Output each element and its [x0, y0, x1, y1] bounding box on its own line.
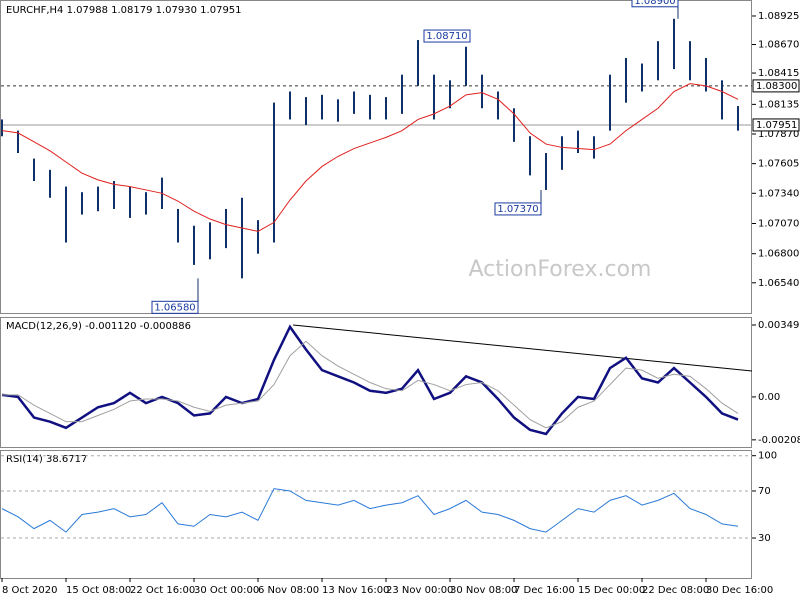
x-tick-label: 13 Nov 16:00: [322, 585, 389, 596]
macd-title: MACD(12,26,9) -0.001120 -0.000886: [6, 321, 191, 332]
y-tick-label: 1.08135: [758, 99, 799, 110]
indicator-line: [1, 488, 739, 533]
price-level-box: [752, 118, 800, 132]
x-tick-label: 6 Nov 08:00: [258, 585, 319, 596]
price-level-box: [752, 79, 800, 93]
rsi-panel: [0, 450, 752, 579]
annotation-label: 1.08710: [426, 31, 467, 42]
annotation-box: [494, 202, 542, 216]
y-tick-label: 1.07070: [758, 219, 799, 230]
annotation-box: [631, 0, 679, 8]
price-panel: [0, 0, 752, 314]
y-tick-label: 100: [758, 451, 777, 462]
annotation-label: 1.07370: [497, 204, 538, 215]
x-tick-label: 22 Dec 08:00: [642, 585, 709, 596]
price-level-label: 1.07951: [756, 120, 797, 131]
moving-average: [1, 83, 739, 232]
annotation-box: [423, 29, 471, 43]
y-tick-label: 0.00349: [758, 320, 799, 331]
price-title: EURCHF,H4 1.07988 1.08179 1.07930 1.0795…: [6, 5, 242, 16]
x-tick-label: 15 Oct 08:00: [66, 585, 131, 596]
annotation-label: 1.08900: [634, 0, 675, 7]
indicator-line: [2, 340, 739, 429]
y-tick-label: 1.08670: [758, 40, 799, 51]
x-tick-label: 30 Nov 08:00: [450, 585, 517, 596]
watermark: ActionForex.com: [469, 257, 652, 282]
annotation-box: [151, 300, 199, 314]
price-level-label: 1.08300: [756, 81, 797, 92]
y-tick-label: 1.06540: [758, 278, 799, 289]
annotation-label: 1.06580: [154, 302, 195, 313]
x-tick-label: 30 Dec 16:00: [706, 585, 773, 596]
indicator-line: [1, 324, 739, 436]
macd-trendline: [292, 324, 753, 372]
macd-panel: [0, 317, 752, 448]
y-tick-label: 70: [758, 486, 771, 497]
y-tick-label: 30: [758, 533, 771, 544]
x-tick-label: 23 Nov 00:00: [386, 585, 453, 596]
y-tick-label: 1.06800: [758, 249, 799, 260]
y-tick-label: 1.07870: [758, 129, 799, 140]
y-tick-label: 0.00: [758, 392, 780, 403]
y-tick-label: 1.07605: [758, 159, 799, 170]
y-tick-label: 1.08415: [758, 68, 799, 79]
x-tick-label: 22 Oct 16:00: [130, 585, 195, 596]
x-tick-label: 7 Dec 16:00: [514, 585, 575, 596]
y-tick-label: 1.08925: [758, 11, 799, 22]
y-tick-label: 1.07340: [758, 188, 799, 199]
x-tick-label: 15 Dec 00:00: [578, 585, 645, 596]
y-tick-label: -0.002083: [758, 435, 800, 446]
rsi-title: RSI(14) 38.6717: [6, 454, 87, 465]
x-tick-label: 8 Oct 2020: [2, 585, 57, 596]
x-tick-label: 30 Oct 00:00: [194, 585, 259, 596]
